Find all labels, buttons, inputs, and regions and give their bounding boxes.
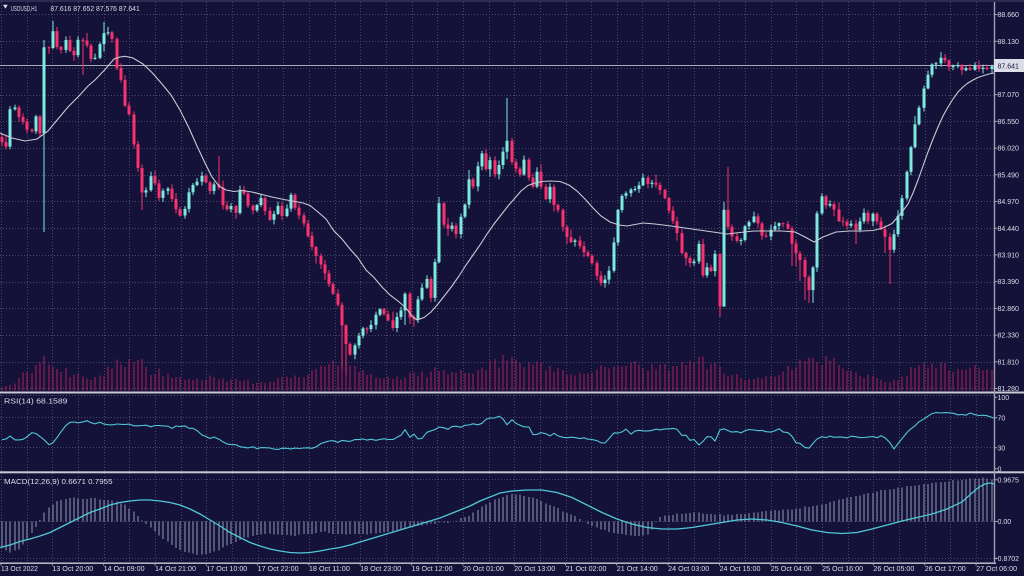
svg-text:24 Oct 15:00: 24 Oct 15:00 (720, 566, 761, 573)
svg-text:0.00: 0.00 (998, 519, 1012, 526)
svg-text:86.020: 86.020 (998, 146, 1020, 153)
svg-text:81.280: 81.280 (998, 386, 1020, 393)
svg-text:USOUSD,H1: USOUSD,H1 (11, 6, 38, 13)
svg-text:-0.8702: -0.8702 (995, 556, 1019, 563)
svg-text:17 Oct 22:00: 17 Oct 22:00 (258, 566, 299, 573)
svg-text:83.390: 83.390 (998, 279, 1020, 286)
svg-text:13 Oct 20:00: 13 Oct 20:00 (52, 566, 93, 573)
svg-text:87.616 87.652 87.576 87.641: 87.616 87.652 87.576 87.641 (50, 6, 139, 13)
svg-text:87.641: 87.641 (998, 63, 1020, 70)
svg-text:21 Oct 14:00: 21 Oct 14:00 (617, 566, 658, 573)
svg-text:0.9675: 0.9675 (998, 477, 1020, 484)
svg-text:25 Oct 16:00: 25 Oct 16:00 (822, 566, 863, 573)
svg-text:84.440: 84.440 (998, 226, 1020, 233)
svg-text:26 Oct 05:00: 26 Oct 05:00 (873, 566, 914, 573)
svg-text:26 Oct 17:00: 26 Oct 17:00 (925, 566, 966, 573)
svg-text:88.660: 88.660 (998, 12, 1020, 19)
svg-text:85.490: 85.490 (998, 172, 1020, 179)
svg-text:24 Oct 03:00: 24 Oct 03:00 (668, 566, 709, 573)
svg-text:86.550: 86.550 (998, 119, 1020, 126)
svg-text:88.130: 88.130 (998, 39, 1020, 46)
svg-text:18 Oct 11:00: 18 Oct 11:00 (309, 566, 350, 573)
svg-text:70: 70 (998, 415, 1006, 422)
svg-text:25 Oct 04:00: 25 Oct 04:00 (771, 566, 812, 573)
svg-text:82.330: 82.330 (998, 333, 1020, 340)
svg-text:87.070: 87.070 (998, 92, 1020, 99)
svg-text:20 Oct 01:00: 20 Oct 01:00 (463, 566, 504, 573)
svg-text:83.910: 83.910 (998, 253, 1020, 260)
svg-text:20 Oct 13:00: 20 Oct 13:00 (514, 566, 555, 573)
svg-text:21 Oct 02:00: 21 Oct 02:00 (566, 566, 607, 573)
svg-text:14 Oct 21:00: 14 Oct 21:00 (155, 566, 196, 573)
svg-text:18 Oct 23:00: 18 Oct 23:00 (360, 566, 401, 573)
svg-text:19 Oct 12:00: 19 Oct 12:00 (412, 566, 453, 573)
svg-text:14 Oct 09:00: 14 Oct 09:00 (104, 566, 145, 573)
svg-text:84.970: 84.970 (998, 199, 1020, 206)
svg-text:82.860: 82.860 (998, 306, 1020, 313)
svg-text:13 Oct 2022: 13 Oct 2022 (1, 566, 38, 573)
svg-text:30: 30 (998, 445, 1006, 452)
svg-text:0: 0 (998, 466, 1002, 473)
svg-text:17 Oct 10:00: 17 Oct 10:00 (206, 566, 247, 573)
svg-text:81.810: 81.810 (998, 359, 1020, 366)
svg-text:RSI(14) 68.1589: RSI(14) 68.1589 (4, 399, 68, 406)
svg-text:27 Oct 06:00: 27 Oct 06:00 (976, 566, 1017, 573)
svg-text:100: 100 (998, 395, 1010, 402)
svg-text:MACD(12,26,9) 0.6671 0.7955: MACD(12,26,9) 0.6671 0.7955 (4, 479, 113, 486)
